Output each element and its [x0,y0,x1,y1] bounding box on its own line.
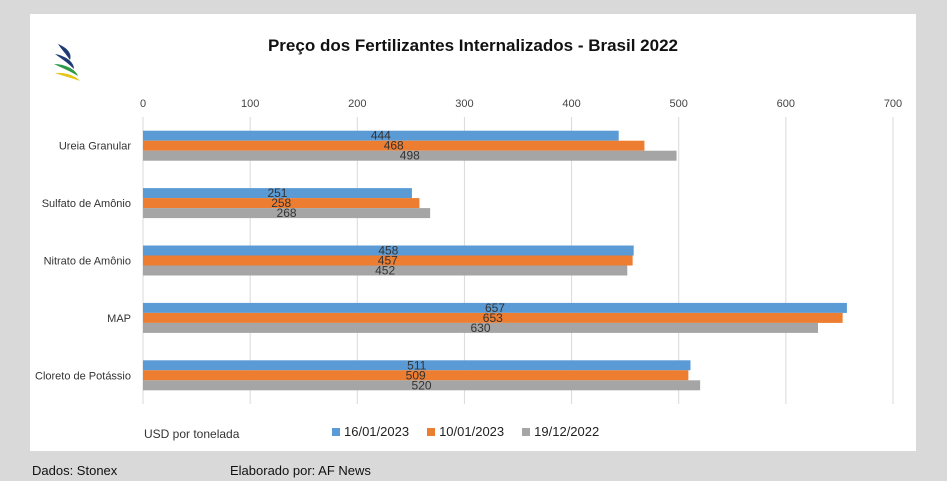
x-tick-label: 700 [884,98,902,110]
category-label: Sulfato de Amônio [42,198,131,210]
legend-swatch [332,427,340,436]
bar [143,380,701,391]
category-label: MAP [107,313,131,325]
data-label: 468 [384,139,404,153]
bar [143,370,689,381]
bar [143,245,634,256]
legend-item: 10/01/2023 [427,424,504,439]
bar [143,312,843,323]
bar [143,140,645,151]
data-label: 630 [470,321,490,335]
legend-label: 10/01/2023 [439,424,505,439]
bar [143,208,431,219]
chart-panel: Preço dos Fertilizantes Internalizados -… [30,14,916,451]
bar [143,302,847,313]
bar [143,188,412,199]
category-label: Nitrato de Amônio [44,256,131,268]
category-label: Ureia Granular [59,141,131,153]
data-label: 498 [400,149,420,163]
data-label: 509 [406,368,426,382]
data-label: 657 [485,301,505,315]
bar [143,150,677,161]
bar [143,360,691,371]
brand-logo-icon [54,44,80,81]
bar [143,255,633,266]
data-label: 520 [412,378,432,392]
bar [143,265,628,276]
legend-label: 19/12/2022 [534,424,600,439]
x-tick-label: 400 [562,98,580,110]
legend-label: 16/01/2023 [344,424,410,439]
source-note: Dados: Stonex [32,463,118,478]
data-label: 251 [267,186,287,200]
legend-item: 16/01/2023 [332,424,409,439]
data-label: 458 [378,244,398,258]
data-label: 258 [271,196,291,210]
x-tick-label: 500 [670,98,688,110]
bar [143,198,420,209]
data-label: 653 [483,311,503,325]
bar [143,130,619,141]
x-tick-label: 600 [777,98,795,110]
data-label: 444 [371,129,391,143]
chart-title: Preço dos Fertilizantes Internalizados -… [267,36,679,55]
x-tick-label: 200 [348,98,366,110]
chart-legend: 16/01/2023 10/01/2023 19/12/2022 [332,424,599,439]
unit-label: USD por tonelada [144,427,240,441]
category-label: Cloreto de Potássio [35,370,131,382]
bar [143,322,818,333]
legend-swatch [522,427,531,436]
x-tick-label: 100 [241,98,259,110]
data-label: 457 [378,254,398,268]
data-label: 511 [407,358,426,372]
x-tick-label: 0 [140,98,146,110]
legend-item: 19/12/2022 [522,424,599,439]
author-note: Elaborado por: AF News [230,463,371,478]
x-tick-label: 300 [455,98,473,110]
data-label: 452 [375,264,395,278]
legend-swatch [427,427,436,436]
data-label: 268 [277,206,297,220]
